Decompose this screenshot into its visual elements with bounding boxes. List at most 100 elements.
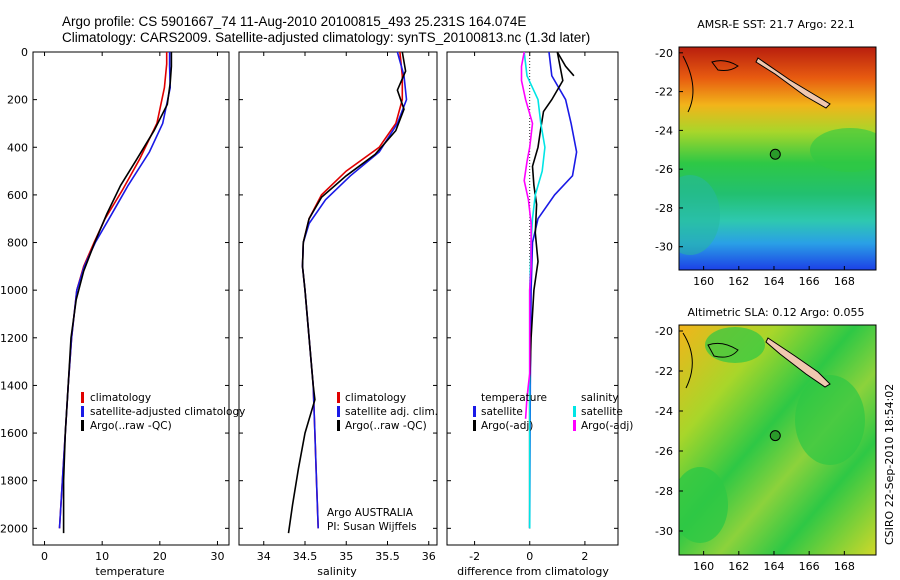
legend-header-temperature: temperature: [481, 392, 547, 404]
series-line-salinity-argo-adj-: [520, 51, 534, 419]
temperature-x-tick-label: 20: [153, 550, 167, 563]
sla-lat-tick-label: -28: [655, 485, 673, 498]
figure-title-line-2: Climatology: CARS2009. Satellite-adjuste…: [62, 30, 591, 45]
sst-lon-tick-label: 168: [834, 275, 855, 288]
temperature-series: [58, 52, 173, 534]
sla-lat-tick-label: -24: [655, 405, 673, 418]
depth-tick-label: 600: [7, 189, 28, 202]
series-line-temperature-satellite: [528, 51, 578, 529]
salinity-x-tick-label: 36: [422, 550, 436, 563]
salinity-y-ticks: [239, 51, 437, 529]
difference-series: [520, 51, 578, 529]
legend-swatch-salinity-argo: [573, 420, 576, 431]
salinity-axes-frame: [238, 51, 438, 546]
sst-lat-tick-label: -20: [655, 47, 673, 60]
sla-lat-tick-label: -30: [655, 525, 673, 538]
series-line-argo-raw-qc-: [287, 51, 407, 534]
difference-axes-frame: [446, 51, 619, 546]
sla-lon-tick-label: 166: [799, 560, 820, 573]
salinity-x-tick-label: 35.5: [375, 550, 400, 563]
legend-swatch-salinity-satellite: [573, 406, 576, 417]
sst-map-frame: [678, 46, 877, 271]
sla-island-landmass: [765, 337, 831, 388]
legend-swatch-satellite: [337, 406, 340, 417]
sla-y-ticks: -20 -22 -24 -26 -28 -30: [655, 325, 683, 538]
legend-swatch-argo: [337, 420, 340, 431]
legend-label-satellite: satellite adj. clim.: [345, 406, 438, 418]
sla-green-patch-top: [705, 327, 765, 363]
timestamp-stamp: CSIRO 22-Sep-2010 18:54:02: [883, 384, 896, 545]
depth-tick-label: 800: [7, 237, 28, 250]
depth-tick-label: 0: [21, 46, 28, 59]
sla-lat-tick-label: -20: [655, 325, 673, 338]
legend-label-temperature-argo: Argo(-adj): [481, 420, 533, 432]
sst-map-title: AMSR-E SST: 21.7 Argo: 22.1: [697, 18, 855, 31]
sst-lon-tick-label: 162: [728, 275, 749, 288]
sst-lat-tick-label: -26: [655, 163, 673, 176]
sst-argo-location-marker: [769, 148, 781, 160]
sla-map-panel: Altimetric SLA: 0.12 Argo: 0.055 -20-22-…: [655, 306, 877, 573]
sst-lat-tick-label: -28: [655, 202, 673, 215]
sla-coastline-contour: [682, 332, 693, 389]
series-line-temperature-argo-adj-: [528, 51, 575, 529]
legend-swatch-satellite: [81, 406, 84, 417]
sst-y-ticks: -20 -22 -24 -26 -28 -30: [655, 47, 683, 254]
sst-lat-tick-label: -30: [655, 241, 673, 254]
temperature-x-label: temperature: [95, 565, 164, 578]
sla-lon-tick-label: 162: [728, 560, 749, 573]
depth-tick-label: 1800: [0, 475, 28, 488]
credit-line-2: PI: Susan Wijffels: [327, 521, 417, 533]
temperature-x-tick-label: 0: [41, 550, 48, 563]
salinity-x-label: salinity: [317, 565, 357, 578]
legend-label-argo: Argo(..raw -QC): [345, 420, 427, 432]
depth-tick-label: 1600: [0, 427, 28, 440]
sst-green-patch: [810, 128, 876, 172]
temperature-panel: 0 200 400 600 800 1000 1200 1400 1600 1800 2000 0 1…: [0, 46, 245, 578]
legend-swatch-climatology: [81, 392, 84, 403]
temperature-x-tick-label: 10: [95, 550, 109, 563]
legend-swatch-temperature-argo: [473, 420, 476, 431]
sst-cool-patch: [679, 175, 720, 255]
salinity-legend: climatology satellite adj. clim. Argo(..…: [337, 392, 438, 432]
depth-tick-label: 400: [7, 141, 28, 154]
salinity-panel: 34 34.5 35 35.5 36 salinity climatology sate…: [238, 51, 438, 578]
depth-tick-label: 200: [7, 94, 28, 107]
sla-lat-tick-label: -26: [655, 445, 673, 458]
sst-lon-tick-label: 160: [693, 275, 714, 288]
series-line-satellite-adjusted-climatology: [58, 52, 172, 529]
legend-label-argo: Argo(..raw -QC): [90, 420, 172, 432]
depth-tick-label: 1200: [0, 332, 28, 345]
sst-lat-tick-label: -22: [655, 86, 673, 99]
sla-map-title: Altimetric SLA: 0.12 Argo: 0.055: [687, 306, 864, 319]
sla-x-ticks: 160 162 164 166 168: [693, 551, 855, 573]
sla-lon-tick-label: 160: [693, 560, 714, 573]
credit-line-1: Argo AUSTRALIA: [327, 507, 414, 519]
series-line-climatology: [301, 51, 404, 529]
sst-lon-tick-label: 166: [799, 275, 820, 288]
sla-lat-tick-label: -22: [655, 365, 673, 378]
legend-label-climatology: climatology: [90, 392, 151, 404]
salinity-x-tick-label: 34.5: [293, 550, 318, 563]
legend-label-satellite: satellite-adjusted climatology: [90, 406, 245, 418]
depth-tick-label: 1400: [0, 379, 28, 392]
series-line-argo-raw-qc-: [62, 52, 173, 534]
temperature-x-tick-label: 30: [210, 550, 224, 563]
difference-x-tick-label: -2: [469, 550, 480, 563]
salinity-series: [287, 51, 408, 534]
temperature-x-ticks: 0 10 20 30: [41, 52, 224, 563]
temperature-axes-frame: [32, 51, 230, 546]
legend-swatch-climatology: [337, 392, 340, 403]
depth-tick-label: 1000: [0, 284, 28, 297]
legend-label-salinity-satellite: satellite: [581, 406, 623, 418]
sla-green-patch-right: [795, 375, 865, 465]
sst-x-ticks: 160 162 164 166 168: [693, 266, 855, 288]
legend-swatch-argo: [81, 420, 84, 431]
sst-lon-tick-label: 164: [763, 275, 784, 288]
sst-lat-tick-label: -24: [655, 124, 673, 137]
sst-map-panel: AMSR-E SST: 21.7 Argo: 22.1 -20 -22 -24 -26…: [655, 18, 877, 288]
difference-x-ticks: -2 0 2: [469, 52, 588, 563]
series-line-climatology: [58, 52, 168, 529]
difference-x-tick-label: 0: [526, 550, 533, 563]
sst-reef-contour: [711, 60, 739, 71]
